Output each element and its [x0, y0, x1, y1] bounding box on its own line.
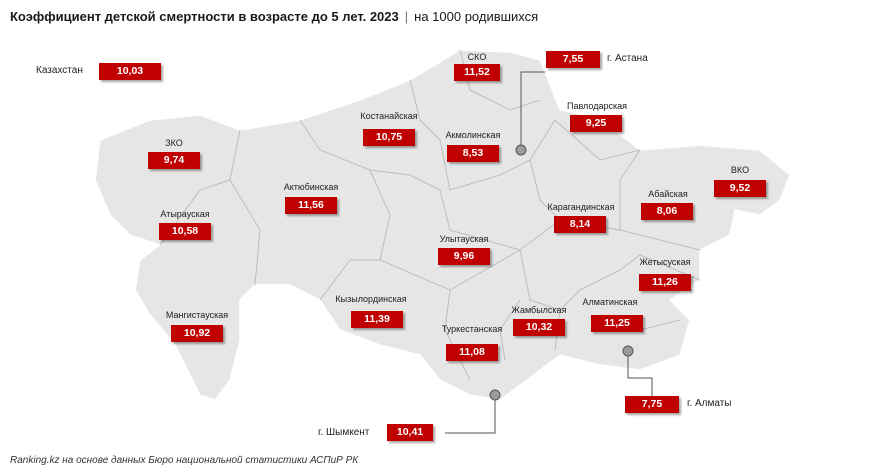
- city-label-almaty: г. Алматы: [687, 398, 732, 409]
- region-label-atyrau: Атырауская: [160, 209, 210, 219]
- region-label-almaty-obl: Алматинская: [582, 297, 638, 307]
- source-note: Ranking.kz на основе данных Бюро национа…: [10, 455, 359, 466]
- title-unit: на 1000 родившихся: [414, 9, 539, 24]
- title-separator: |: [404, 9, 409, 24]
- region-label-pavlodar: Павлодарская: [567, 101, 627, 111]
- region-label-mangystau: Мангистауская: [165, 310, 229, 320]
- region-value-kyzylorda: 11,39: [351, 311, 403, 328]
- almaty-leader: [627, 351, 653, 396]
- map-outline: [94, 49, 791, 401]
- region-value-zhambyl: 10,32: [513, 319, 565, 336]
- almaty-marker: [622, 345, 634, 357]
- region-label-sko: СКО: [467, 52, 487, 62]
- astana-leader: [520, 71, 545, 150]
- region-value-vko: 9,52: [714, 180, 766, 197]
- region-value-ulytau: 9,96: [438, 248, 490, 265]
- region-label-kostanay: Костанайская: [360, 111, 418, 121]
- region-label-zko: ЗКО: [165, 138, 183, 148]
- city-value-almaty: 7,75: [625, 396, 679, 413]
- city-label-shymkent: г. Шымкент: [318, 427, 370, 438]
- region-label-kyzylorda: Кызылординская: [335, 294, 407, 304]
- region-value-sko: 11,52: [454, 64, 500, 81]
- region-label-karaganda: Карагандинская: [547, 202, 615, 212]
- city-label-astana: г. Астана: [607, 53, 648, 64]
- region-label-abai: Абайская: [648, 189, 688, 199]
- region-label-ulytau: Улытауская: [439, 234, 489, 244]
- country-value: 10,03: [99, 63, 161, 80]
- city-value-shymkent: 10,41: [387, 424, 433, 441]
- region-label-zhetysu: Жетысуская: [639, 257, 691, 267]
- region-value-pavlodar: 9,25: [570, 115, 622, 132]
- region-value-mangystau: 10,92: [171, 325, 223, 342]
- region-value-abai: 8,06: [641, 203, 693, 220]
- city-value-astana: 7,55: [546, 51, 600, 68]
- region-value-almaty-obl: 11,25: [591, 315, 643, 332]
- region-value-akmola: 8,53: [447, 145, 499, 162]
- region-value-zhetysu: 11,26: [639, 274, 691, 291]
- region-label-zhambyl: Жамбылская: [511, 305, 567, 315]
- region-value-aktobe: 11,56: [285, 197, 337, 214]
- region-label-akmola: Акмолинская: [445, 130, 501, 140]
- region-label-aktobe: Актюбинская: [283, 182, 339, 192]
- region-label-turkestan: Туркестанская: [441, 324, 503, 334]
- astana-marker: [515, 144, 527, 156]
- country-label: Казахстан: [36, 65, 83, 76]
- chart-title: Коэффициент детской смертности в возраст…: [10, 9, 538, 24]
- region-value-atyrau: 10,58: [159, 223, 211, 240]
- shymkent-marker: [489, 389, 501, 401]
- region-label-vko: ВКО: [730, 165, 750, 175]
- region-value-kostanay: 10,75: [363, 129, 415, 146]
- shymkent-leader: [445, 395, 496, 434]
- region-value-turkestan: 11,08: [446, 344, 498, 361]
- region-value-zko: 9,74: [148, 152, 200, 169]
- region-value-karaganda: 8,14: [554, 216, 606, 233]
- title-main: Коэффициент детской смертности в возраст…: [10, 9, 399, 24]
